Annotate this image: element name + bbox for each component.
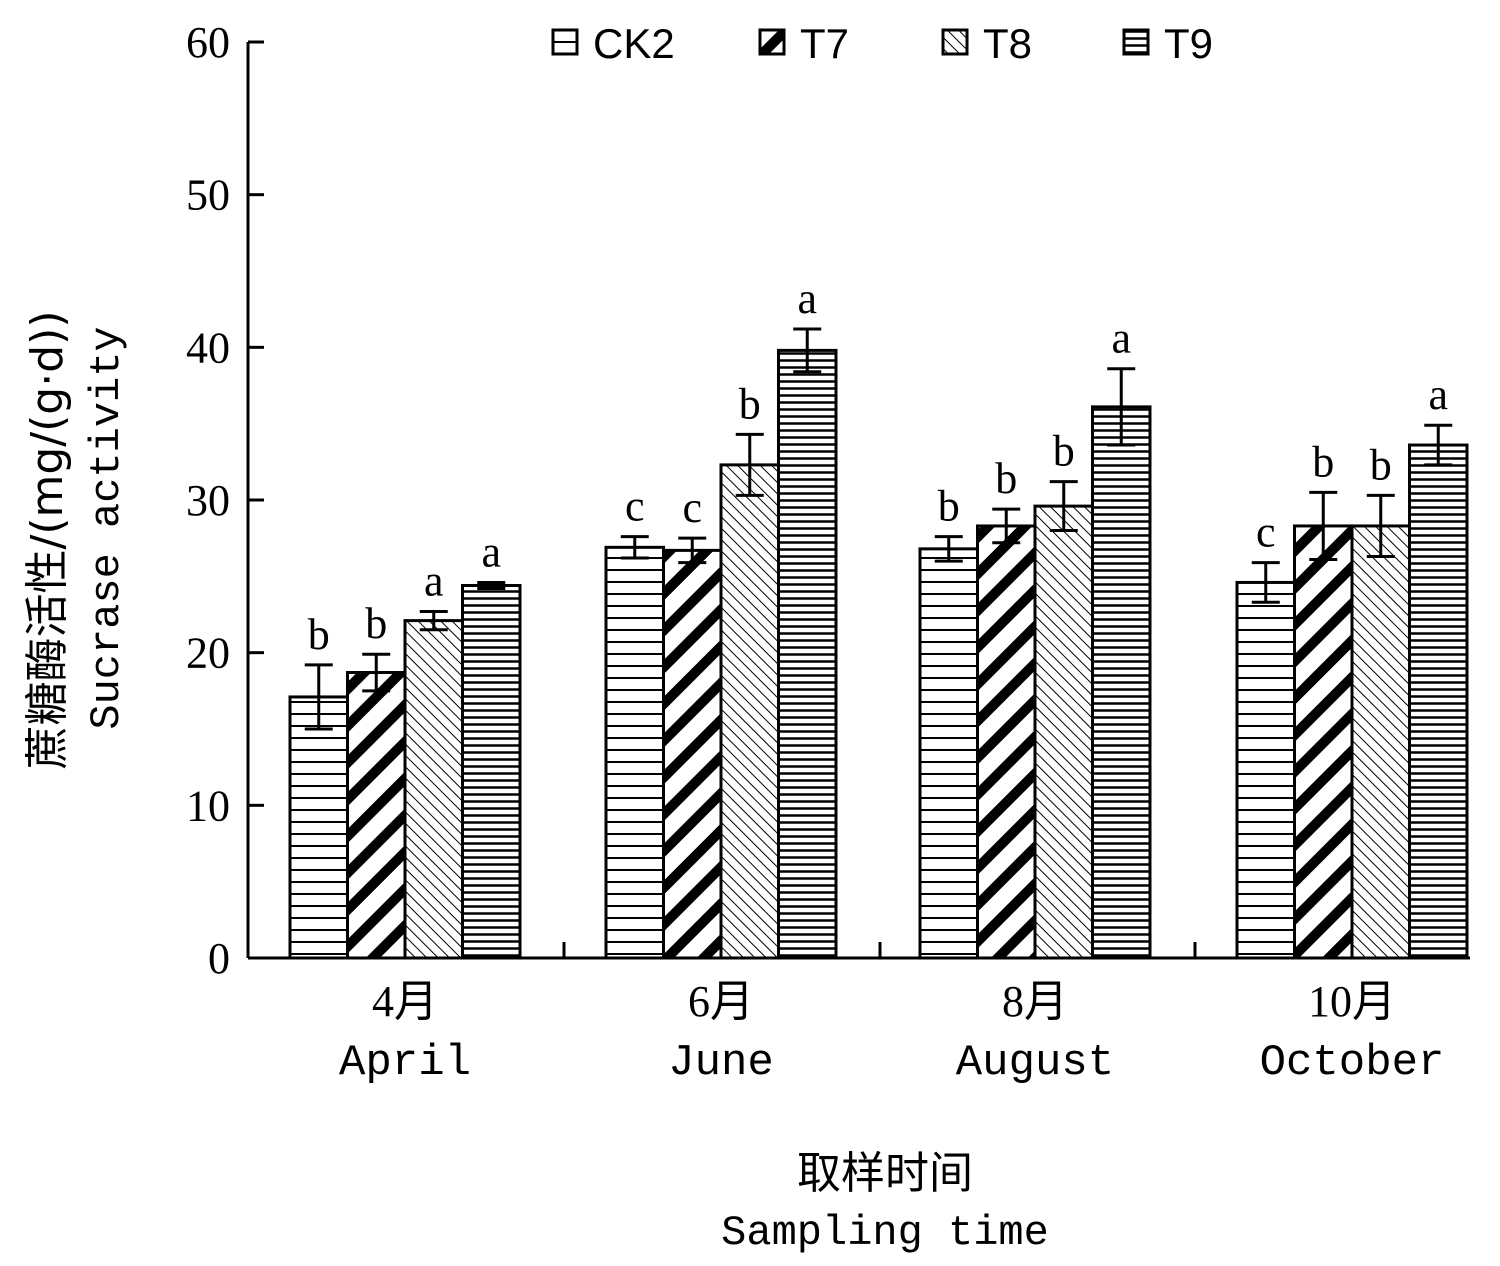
significance-label: b (308, 610, 330, 659)
error-bar (362, 652, 391, 693)
error-bar (992, 507, 1021, 545)
legend-swatch (1122, 28, 1150, 56)
category-label-zh: 10月 (1308, 977, 1396, 1026)
significance-label: b (1370, 440, 1392, 489)
significance-label: b (995, 454, 1017, 503)
bar-t7-april (346, 671, 407, 960)
significance-label: c (1256, 508, 1276, 557)
error-bar (477, 580, 506, 591)
category-label-zh: 6月 (688, 977, 754, 1026)
legend-label: T9 (1164, 20, 1213, 67)
legend-label: T8 (983, 20, 1032, 67)
bar-t8-october (1350, 524, 1411, 960)
legend-item-t9: T9 (1122, 20, 1213, 67)
legend-item-t7: T7 (758, 20, 849, 67)
error-bar (1366, 493, 1395, 558)
y-tick-label: 10 (186, 781, 230, 830)
x-axis-title-en: Sampling time (721, 1209, 1049, 1257)
bar-t9-june (777, 348, 838, 960)
significance-label: b (1053, 427, 1075, 476)
category-labels: 4月 April 6月 June 8月 August 10月 October (339, 977, 1444, 1088)
bar-t8-april (403, 619, 464, 960)
significance-label: b (365, 599, 387, 648)
bar-t7-june (662, 548, 723, 960)
legend: CK2 T7 T8 T9 (551, 20, 1213, 67)
category-label-en: June (668, 1038, 774, 1088)
significance-label: b (1312, 437, 1334, 486)
legend-swatch (941, 28, 969, 56)
error-bar (304, 663, 333, 731)
significance-label: a (481, 527, 501, 576)
significance-label: a (797, 274, 817, 323)
category-label-zh: 4月 (372, 977, 438, 1026)
error-bar (1309, 490, 1338, 562)
legend-swatch (551, 28, 579, 56)
bar-ck2-june (604, 545, 665, 960)
bar-t9-october (1408, 443, 1469, 960)
error-bar (419, 609, 448, 632)
bar-ck2-august (918, 547, 979, 960)
y-tick-label: 50 (186, 171, 230, 220)
y-axis-title-zh: 蔗糖酶活性/(mg/(g·d)) (22, 311, 73, 770)
error-bar (934, 535, 963, 563)
error-bar (620, 535, 649, 560)
y-tick-label: 60 (186, 18, 230, 67)
error-bar (1251, 561, 1280, 604)
bar-ck2-october (1235, 580, 1296, 960)
category-label-en: April (339, 1038, 471, 1088)
significance-label: b (739, 379, 761, 428)
error-bar (678, 536, 707, 565)
bar-t7-october (1293, 524, 1354, 960)
significance-label: b (938, 482, 960, 531)
significance-label: a (1111, 314, 1131, 363)
legend-item-ck2: CK2 (551, 20, 675, 67)
x-axis-title-zh: 取样时间 (797, 1148, 973, 1199)
category-label-en: August (956, 1038, 1114, 1088)
legend-label: CK2 (593, 20, 675, 67)
category-label-zh: 8月 (1002, 977, 1068, 1026)
error-bar (793, 327, 822, 374)
legend-swatch (758, 28, 786, 56)
legend-label: T7 (800, 20, 849, 67)
error-bar (1049, 480, 1078, 533)
significance-label: c (625, 482, 645, 531)
error-bars (304, 327, 1453, 731)
bar-ck2-april (288, 695, 349, 960)
significance-label: a (1428, 370, 1448, 419)
bar-t9-august (1091, 405, 1152, 960)
bars (288, 348, 1469, 960)
y-tick-label: 20 (186, 629, 230, 678)
y-tick-label: 30 (186, 476, 230, 525)
bar-t7-august (976, 524, 1037, 960)
significance-label: a (424, 556, 444, 605)
bar-t8-june (719, 463, 780, 960)
bar-t9-april (461, 583, 522, 960)
y-tick-label: 40 (186, 323, 230, 372)
legend-item-t8: T8 (941, 20, 1032, 67)
error-bar (735, 432, 764, 497)
y-axis-title-en: Sucrase activity (83, 326, 131, 729)
bar-t8-august (1033, 504, 1094, 960)
y-tick-label: 0 (208, 934, 230, 983)
error-bar (1424, 423, 1453, 467)
y-axis: 0 10 20 30 40 50 60 (186, 18, 264, 983)
error-bar (1107, 367, 1136, 447)
category-label-en: October (1260, 1038, 1445, 1088)
significance-label: c (682, 483, 702, 532)
